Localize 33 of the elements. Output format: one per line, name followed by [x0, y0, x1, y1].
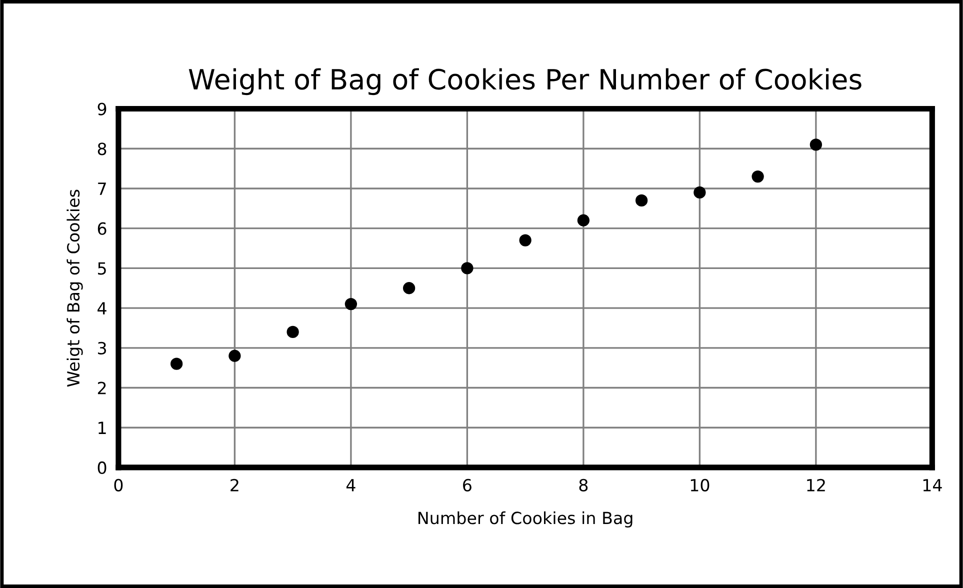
- x-tick-label: 4: [346, 479, 356, 492]
- y-tick-label: 4: [98, 302, 106, 314]
- point: [810, 138, 822, 151]
- x-tick-label: 12: [807, 478, 825, 492]
- y-tick-label: 1: [98, 422, 106, 434]
- x-tick-label: 10: [690, 478, 710, 492]
- x-tick-label: 0: [114, 478, 123, 492]
- x-axis-title: Number of Cookies in Bag: [418, 511, 632, 528]
- y-tick-label: 6: [98, 222, 106, 235]
- y-tick-label: 7: [98, 182, 106, 195]
- x-tick-label: 6: [463, 478, 472, 492]
- y-axis-title: Weigt of Bag of Cookies: [66, 190, 83, 387]
- point: [402, 282, 416, 294]
- y-tick-label: 8: [98, 142, 106, 156]
- point: [286, 326, 299, 338]
- point: [461, 262, 474, 274]
- y-tick-label: 5: [98, 262, 106, 275]
- y-tick-label: 2: [98, 382, 106, 394]
- point: [635, 194, 648, 207]
- point: [694, 186, 706, 199]
- point: [170, 358, 183, 370]
- y-tick-label: 0: [98, 461, 106, 474]
- y-tick-label: 9: [98, 102, 106, 116]
- point: [752, 170, 764, 183]
- y-tick-label: 3: [98, 342, 106, 354]
- x-tick-label: 14: [923, 479, 942, 492]
- point: [344, 298, 358, 310]
- x-tick-label: 2: [230, 478, 238, 492]
- point: [577, 214, 590, 226]
- chart-title: Weight of Bag of Cookies Per Number of Cookies: [188, 68, 862, 96]
- x-tick-label: 8: [579, 478, 588, 492]
- point: [519, 234, 532, 246]
- point: [228, 350, 241, 362]
